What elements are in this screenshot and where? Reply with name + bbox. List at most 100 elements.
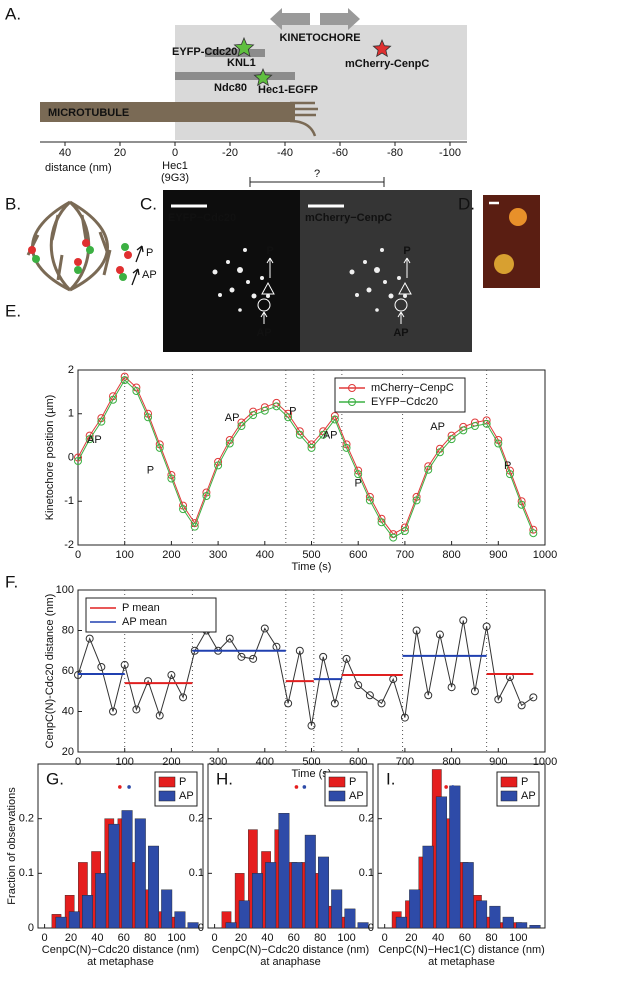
image-d	[483, 195, 540, 288]
bar	[475, 900, 488, 929]
bar	[95, 873, 107, 929]
point	[412, 626, 421, 635]
bar	[68, 911, 80, 929]
phase-annotation: AP	[323, 430, 338, 442]
microtubule-ends	[289, 101, 318, 137]
point	[435, 448, 444, 457]
bar	[318, 856, 329, 929]
bar	[82, 895, 93, 929]
point	[249, 411, 258, 420]
legend-label: mCherry−CenpC	[371, 382, 454, 394]
legend-label: P	[349, 776, 356, 788]
point	[97, 417, 106, 426]
x-tick-label: 100	[509, 932, 527, 944]
x-axis-label: CenpC(N)−Cdc20 distance (nm)	[42, 944, 199, 956]
x-tick-label: 500	[302, 756, 320, 768]
point	[447, 683, 456, 692]
point	[319, 652, 328, 661]
point	[295, 646, 304, 655]
bar	[187, 922, 199, 929]
point	[482, 622, 491, 631]
point	[342, 443, 351, 452]
label-ap: AP	[393, 327, 408, 339]
x-tick-label: 80	[314, 932, 326, 944]
point	[225, 439, 234, 448]
kinetochore-label: KINETOCHORE	[279, 32, 360, 44]
ndc80-bar	[175, 72, 295, 80]
origin-label: (9G3)	[161, 172, 189, 184]
y-tick-label: 0.1	[19, 867, 34, 879]
label-ap: AP	[142, 269, 157, 281]
point	[424, 465, 433, 474]
point	[505, 470, 514, 479]
x-tick-label: 1000	[533, 549, 557, 561]
legend-swatch	[500, 776, 518, 788]
bar	[108, 823, 120, 929]
bar	[238, 900, 250, 929]
legend-swatch	[158, 790, 176, 802]
x-tick-label: 20	[235, 932, 247, 944]
bar	[502, 916, 514, 929]
point	[330, 415, 339, 424]
label-cenpc: mCherry-CenpC	[345, 58, 429, 70]
point	[272, 402, 281, 411]
point	[74, 457, 82, 465]
x-tick-label: 40	[432, 932, 444, 944]
point	[459, 616, 468, 625]
point	[424, 691, 433, 700]
point	[132, 387, 141, 395]
bar	[225, 922, 237, 929]
direction-arrows	[131, 245, 144, 286]
x-tick-label: 80	[144, 932, 156, 944]
x-tick-label: 300	[209, 756, 227, 768]
legend-label: AP	[179, 790, 194, 802]
x-tick-label: 60	[118, 932, 130, 944]
x-tick-label: 600	[349, 549, 367, 561]
legend-label: P	[179, 776, 186, 788]
y-tick-label: 0.1	[359, 867, 374, 879]
arrow-right	[320, 8, 360, 30]
point	[249, 654, 258, 663]
bar	[148, 845, 159, 929]
x-tick-label: 100	[116, 756, 134, 768]
point	[529, 693, 538, 702]
y-tick-label: -1	[64, 495, 74, 507]
x-tick-label: 80	[485, 932, 497, 944]
mean-dot	[127, 785, 131, 789]
legend-box	[334, 377, 466, 413]
x-axis-label: at metaphase	[428, 956, 495, 968]
point	[237, 652, 246, 661]
image-label: mCherry−CenpC	[305, 212, 392, 224]
point	[214, 461, 223, 470]
x-tick-label: 900	[489, 756, 507, 768]
point	[144, 413, 153, 422]
phase-annotation: P	[147, 465, 154, 477]
arrow-left	[270, 8, 310, 30]
axis-tick-label: 40	[59, 147, 71, 159]
point	[494, 695, 503, 704]
point	[494, 439, 503, 448]
bar	[265, 862, 277, 929]
legend-label: AP	[521, 790, 536, 802]
image-label: EYFP−Cdc20	[168, 212, 236, 224]
legend-label: AP	[349, 790, 364, 802]
point	[354, 470, 363, 479]
axis-tick-label: 20	[114, 147, 126, 159]
bar	[134, 818, 146, 929]
x-axis-label: Time (s)	[292, 561, 332, 573]
legend-marker	[348, 384, 356, 392]
axis-tick-label: 0	[172, 147, 178, 159]
bar	[331, 889, 343, 929]
point	[284, 699, 293, 708]
mean-dot	[294, 785, 299, 789]
panel-label: I.	[386, 769, 395, 788]
point	[155, 711, 164, 720]
x-tick-label: 400	[256, 756, 274, 768]
axis-tick-label: -80	[387, 147, 403, 159]
legend-label: P mean	[122, 602, 160, 614]
point	[377, 699, 386, 708]
panel-label: F.	[5, 572, 18, 591]
bar	[435, 796, 448, 929]
point	[132, 705, 141, 714]
y-tick-label: 0.2	[359, 813, 374, 825]
